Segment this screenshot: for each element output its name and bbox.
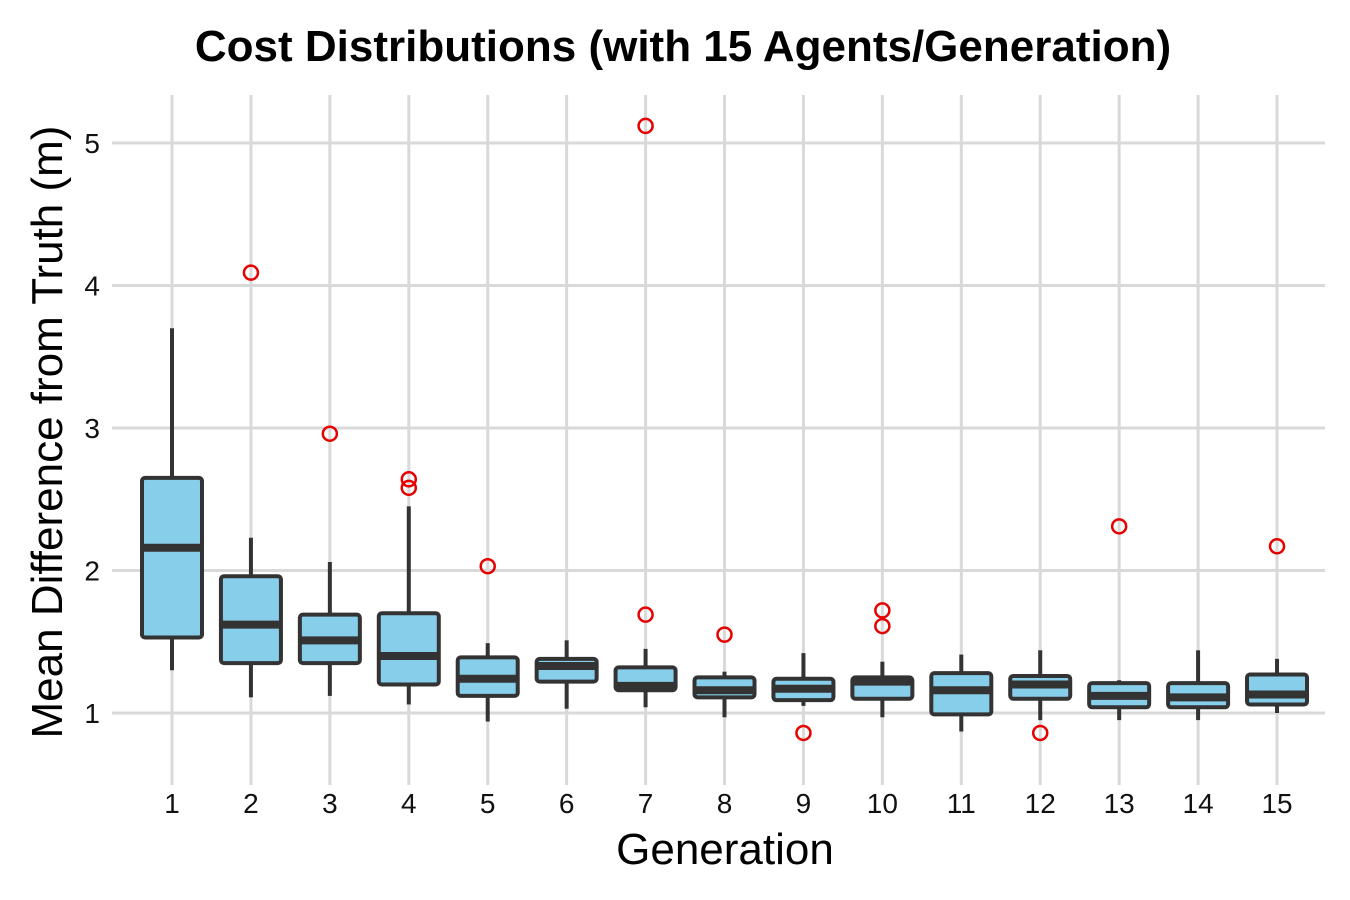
- outlier-point: [479, 557, 496, 575]
- outlier-point: [716, 626, 733, 643]
- y-axis-title: Mean Difference from Truth (m): [23, 126, 72, 739]
- iqr-box: [376, 611, 441, 687]
- outlier-point: [400, 471, 418, 488]
- iqr-box: [140, 475, 204, 640]
- y-tick-label: 1: [84, 698, 100, 729]
- x-tick-label: 4: [401, 788, 417, 819]
- x-tick-label: 13: [1104, 788, 1135, 819]
- box-group: [613, 117, 678, 708]
- y-tick-label: 5: [84, 128, 100, 159]
- x-axis-title: Generation: [616, 825, 834, 874]
- box-group: [218, 264, 283, 698]
- x-tick-label: 8: [717, 788, 733, 819]
- outlier-point: [795, 724, 812, 742]
- y-axis-ticks: 1 2 3 4 5: [84, 128, 100, 729]
- x-tick-label: 3: [322, 788, 338, 819]
- chart-title: Cost Distributions (with 15 Agents/Gener…: [195, 22, 1171, 71]
- box-group: [1166, 650, 1231, 721]
- box-group: [850, 602, 915, 718]
- x-axis-ticks: 1 2 3 4 5 6 7 8 9 10 11 12 13 14 15: [164, 788, 1292, 819]
- iqr-box: [1245, 672, 1310, 707]
- x-tick-label: 6: [559, 788, 575, 819]
- outlier-point: [874, 602, 891, 619]
- x-tick-label: 5: [480, 788, 496, 819]
- iqr-box: [218, 574, 283, 666]
- x-tick-label: 10: [867, 788, 898, 819]
- outlier-point: [1268, 538, 1286, 555]
- box-group: [1087, 518, 1152, 721]
- y-gridlines: [112, 141, 1325, 715]
- x-tick-label: 15: [1261, 788, 1292, 819]
- y-tick-label: 2: [84, 556, 100, 587]
- box-group: [692, 626, 757, 718]
- box-group: [297, 425, 362, 696]
- x-tick-label: 2: [243, 788, 259, 819]
- box-series: [140, 117, 1310, 742]
- x-tick-label: 12: [1025, 788, 1056, 819]
- outlier-point: [874, 617, 891, 635]
- box-group: [455, 557, 520, 722]
- box-group: [140, 328, 204, 671]
- outlier-point: [321, 425, 339, 442]
- x-tick-label: 9: [796, 788, 812, 819]
- x-tick-label: 1: [164, 788, 180, 819]
- y-tick-label: 4: [84, 271, 100, 302]
- box-group: [1008, 650, 1073, 742]
- box-group: [1245, 538, 1310, 713]
- outlier-point: [400, 479, 418, 497]
- outlier-point: [637, 117, 654, 135]
- box-group: [929, 654, 994, 732]
- x-tick-label: 14: [1183, 788, 1214, 819]
- box-group: [376, 471, 441, 705]
- outlier-point: [242, 264, 260, 281]
- outlier-point: [1031, 724, 1049, 742]
- outlier-point: [637, 606, 654, 623]
- y-tick-label: 3: [84, 413, 100, 444]
- x-tick-label: 7: [638, 788, 654, 819]
- outlier-point: [1110, 518, 1128, 535]
- box-group: [534, 640, 599, 709]
- x-tick-label: 11: [947, 788, 976, 819]
- box-group: [771, 653, 836, 742]
